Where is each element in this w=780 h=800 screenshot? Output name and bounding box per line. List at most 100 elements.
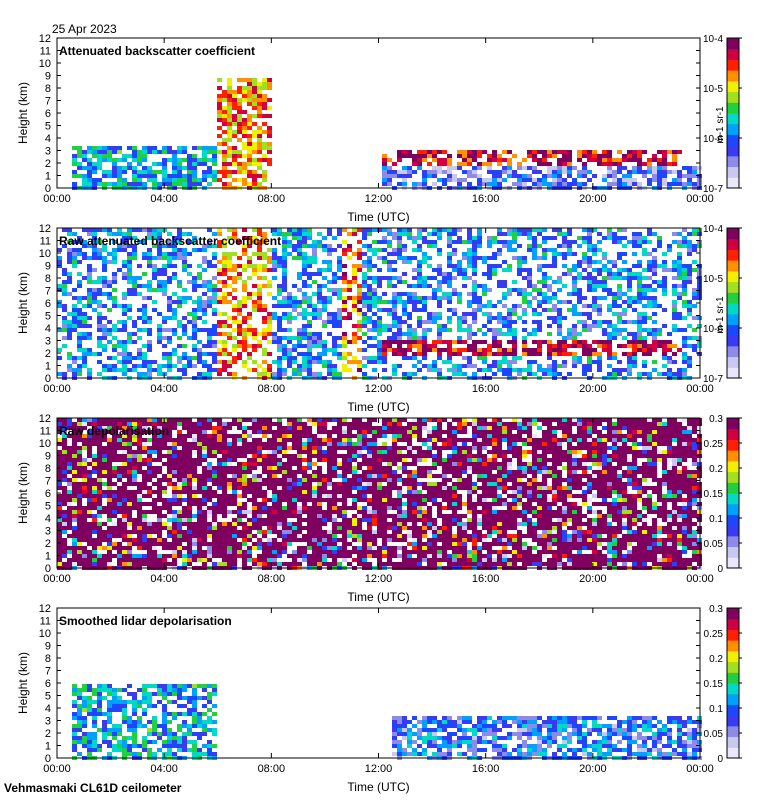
y-tick-label: 1 [45,171,51,183]
heatmap-cell [497,352,502,356]
heatmap-cell [202,558,207,562]
heatmap-cell [347,248,352,252]
heatmap-cell [522,268,527,272]
heatmap-cell [627,268,632,272]
heatmap-cell [217,340,222,344]
heatmap-cell [242,522,247,526]
heatmap-cell [247,162,252,166]
heatmap-cell [282,304,287,308]
heatmap-cell [492,178,497,182]
heatmap-cell [147,320,152,324]
heatmap-cell [532,340,537,344]
heatmap-cell [112,272,117,276]
heatmap-cell [552,170,557,174]
heatmap-cell [192,332,197,336]
heatmap-cell [357,336,362,340]
heatmap-cell [682,360,687,364]
heatmap-cell [142,308,147,312]
heatmap-cell [482,256,487,260]
heatmap-cell [367,360,372,364]
heatmap-cell [122,530,127,534]
heatmap-cell [227,486,232,490]
heatmap-cell [242,418,247,422]
heatmap-cell [87,462,92,466]
heatmap-cell [292,248,297,252]
heatmap-cell [532,166,537,170]
heatmap-cell [222,312,227,316]
heatmap-cell [97,292,102,296]
heatmap-cell [127,288,132,292]
heatmap-cell [657,372,662,376]
heatmap-cell [97,526,102,530]
heatmap-cell [417,348,422,352]
heatmap-cell [197,502,202,506]
heatmap-cell [267,328,272,332]
heatmap-cell [142,470,147,474]
heatmap-cell [617,170,622,174]
heatmap-cell [362,228,367,232]
heatmap-cell [307,304,312,308]
heatmap-cell [202,562,207,566]
heatmap-cell [242,486,247,490]
heatmap-cell [147,166,152,170]
heatmap-cell [572,252,577,256]
heatmap-cell [147,260,152,264]
heatmap-cell [152,542,157,546]
heatmap-cell [97,324,102,328]
heatmap-cell [227,260,232,264]
heatmap-cell [412,284,417,288]
heatmap-cell [527,360,532,364]
heatmap-cell [487,162,492,166]
heatmap-cell [197,498,202,502]
heatmap-cell [222,280,227,284]
heatmap-cell [587,324,592,328]
heatmap-cell [227,324,232,328]
heatmap-cell [197,482,202,486]
heatmap-cell [292,244,297,248]
heatmap-cell [332,276,337,280]
heatmap-cell [202,442,207,446]
heatmap-cell [677,316,682,320]
heatmap-cell [212,332,217,336]
heatmap-cell [547,236,552,240]
heatmap-cell [92,514,97,518]
heatmap-cell [82,296,87,300]
heatmap-cell [67,418,72,422]
heatmap-cell [392,170,397,174]
heatmap-cell [112,506,117,510]
heatmap-cell [607,308,612,312]
heatmap-cell [202,364,207,368]
heatmap-cell [682,236,687,240]
heatmap-cell [132,518,137,522]
heatmap-cell [142,166,147,170]
heatmap-cell [207,244,212,248]
heatmap-cell [347,244,352,248]
colorbar-segment [727,228,739,240]
heatmap-cell [567,372,572,376]
heatmap-cell [467,236,472,240]
heatmap-cell [107,530,112,534]
heatmap-cell [332,368,337,372]
heatmap-cell [187,364,192,368]
heatmap-cell [72,474,77,478]
heatmap-cell [87,158,92,162]
heatmap-cell [232,170,237,174]
heatmap-cell [252,134,257,138]
heatmap-cell [117,170,122,174]
heatmap-cell [112,166,117,170]
heatmap-cell [547,324,552,328]
heatmap-cell [592,284,597,288]
heatmap-cell [127,450,132,454]
heatmap-cell [497,284,502,288]
heatmap-cell [662,260,667,264]
heatmap-cell [232,442,237,446]
heatmap-cell [127,340,132,344]
heatmap-cell [532,284,537,288]
heatmap-cell [102,562,107,566]
heatmap-cell [182,514,187,518]
heatmap-cell [112,336,117,340]
heatmap-cell [447,348,452,352]
heatmap-cell [582,170,587,174]
heatmap-cell [587,248,592,252]
heatmap-cell [132,292,137,296]
